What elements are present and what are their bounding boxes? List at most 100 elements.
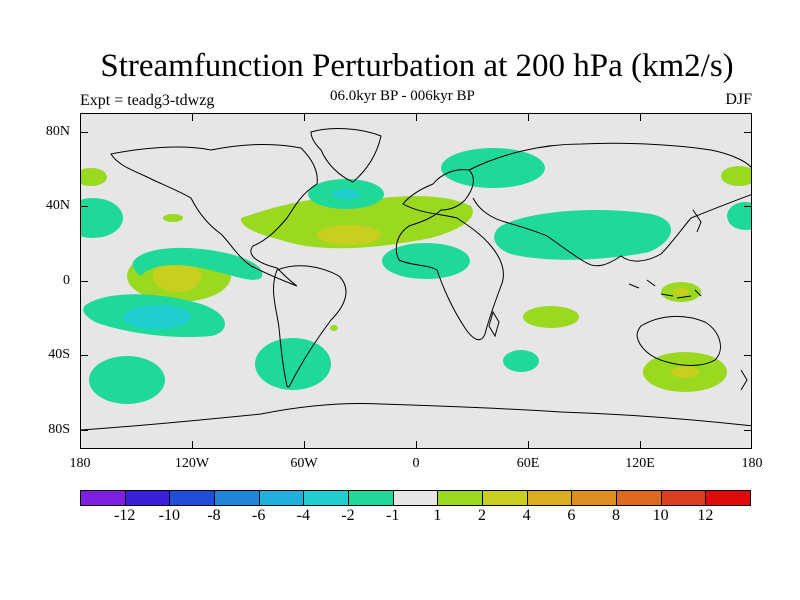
colorbar-label: 4	[522, 507, 531, 524]
colorbar-swatch	[437, 490, 483, 506]
anomaly-maritime-core	[673, 288, 689, 296]
lon-tick	[528, 441, 529, 449]
colorbar-swatch	[392, 490, 439, 506]
europe-africa-coast	[395, 169, 504, 341]
colorbar-label: -8	[207, 507, 221, 524]
map-svg	[81, 128, 751, 431]
lon-label-120W: 120W	[174, 456, 210, 471]
anomaly-northpacific-right	[721, 166, 751, 186]
map-panel	[80, 113, 752, 449]
lon-tick	[640, 441, 641, 449]
anomaly-east-pacific-core	[153, 260, 201, 292]
anomaly-pacific-arc	[132, 247, 263, 280]
maritime-islands	[628, 279, 702, 299]
anomaly-south-america-small	[330, 325, 338, 331]
contour-fills	[81, 148, 751, 404]
lat-label-40N: 40N	[45, 198, 70, 213]
colorbar-swatch	[214, 490, 260, 506]
anomaly-siberia-neg	[441, 148, 545, 188]
anomaly-asia-negative	[494, 210, 672, 260]
anomaly-small-pacific	[163, 214, 183, 222]
lat-tick	[80, 355, 88, 356]
colorbar-swatch	[303, 490, 349, 506]
anomaly-tropical-atlantic-neg	[382, 243, 470, 279]
lon-tick	[192, 441, 193, 449]
lat-tick	[744, 281, 752, 282]
colorbar-swatch	[482, 490, 528, 506]
colorbar	[80, 490, 751, 506]
lon-tick	[192, 113, 193, 121]
anomaly-north-atlantic-core	[317, 225, 381, 245]
colorbar-label: -12	[113, 507, 136, 524]
lon-label-0: 0	[412, 456, 420, 471]
colorbar-swatch	[616, 490, 662, 506]
lat-tick	[80, 206, 88, 207]
asia-coast	[468, 142, 751, 267]
anomaly-south-indian-neg	[503, 350, 539, 372]
greenland-coast	[310, 128, 382, 183]
lon-label-60W: 60W	[290, 456, 318, 471]
anomaly-australia-core	[671, 366, 699, 378]
colorbar-swatch	[169, 490, 215, 506]
anomaly-south-pacific-core	[123, 305, 191, 329]
anomaly-greenland-core	[332, 189, 360, 199]
colorbar-label: -2	[341, 507, 355, 524]
anomaly-northpacific-left	[81, 168, 107, 186]
lon-label-180w: 180	[69, 456, 91, 471]
colorbar-label: 10	[652, 507, 669, 524]
colorbar-swatch	[124, 490, 171, 506]
lat-tick	[80, 281, 88, 282]
lon-tick	[640, 113, 641, 121]
colorbar-label: -1	[385, 507, 400, 524]
colorbar-label: 1	[433, 507, 442, 524]
lon-tick	[304, 113, 305, 121]
lon-label-120E: 120E	[625, 456, 655, 471]
coastlines	[81, 128, 751, 431]
lon-tick	[416, 441, 417, 449]
colorbar-label: 6	[567, 507, 576, 524]
colorbar-label: 12	[697, 507, 714, 524]
colorbar-label: -4	[296, 507, 310, 524]
plot-title: Streamfunction Perturbation at 200 hPa (…	[100, 48, 734, 84]
colorbar-label: 8	[612, 507, 620, 524]
colorbar-label: -10	[158, 507, 180, 524]
colorbar-label: -6	[251, 507, 266, 524]
plot-subtitle: 06.0kyr BP - 006kyr BP	[330, 88, 475, 104]
lat-tick	[80, 430, 88, 431]
colorbar-label: 2	[478, 507, 486, 524]
lon-tick	[528, 113, 529, 121]
anomaly-dateline-neg	[727, 202, 751, 230]
lon-tick	[304, 441, 305, 449]
south-america-coast	[273, 265, 347, 388]
anomaly-south-pacific-highlat	[89, 356, 165, 404]
new-zealand-coast	[740, 369, 748, 391]
madagascar-coast	[488, 310, 500, 338]
lon-label-60E: 60E	[516, 456, 540, 471]
anomaly-indian-ocean-positive	[523, 306, 579, 328]
lat-tick	[744, 355, 752, 356]
colorbar-swatch	[348, 490, 394, 506]
lat-label-80N: 80N	[45, 124, 70, 139]
north-america-coast	[110, 143, 318, 287]
japan-coast	[692, 209, 702, 233]
australia-coast	[636, 315, 721, 366]
lat-tick	[744, 132, 752, 133]
colorbar-swatch	[526, 490, 573, 506]
antarctica-coast	[81, 402, 751, 431]
colorbar-swatch	[705, 490, 751, 506]
colorbar-swatch	[80, 490, 126, 506]
lon-tick	[416, 113, 417, 121]
colorbar-swatch	[571, 490, 617, 506]
lon-label-180e: 180	[741, 456, 763, 471]
lat-label-40S: 40S	[48, 347, 70, 362]
colorbar-swatch	[258, 490, 305, 506]
anomaly-west-pacific-neg	[81, 198, 123, 238]
experiment-label: Expt = teadg3-tdwzg	[80, 92, 215, 109]
colorbar-swatch	[660, 490, 707, 506]
lat-label-80S: 80S	[48, 422, 70, 437]
lat-tick	[80, 132, 88, 133]
season-label: DJF	[725, 91, 752, 108]
lat-tick	[744, 206, 752, 207]
lat-tick	[744, 430, 752, 431]
lat-label-0: 0	[63, 273, 70, 288]
